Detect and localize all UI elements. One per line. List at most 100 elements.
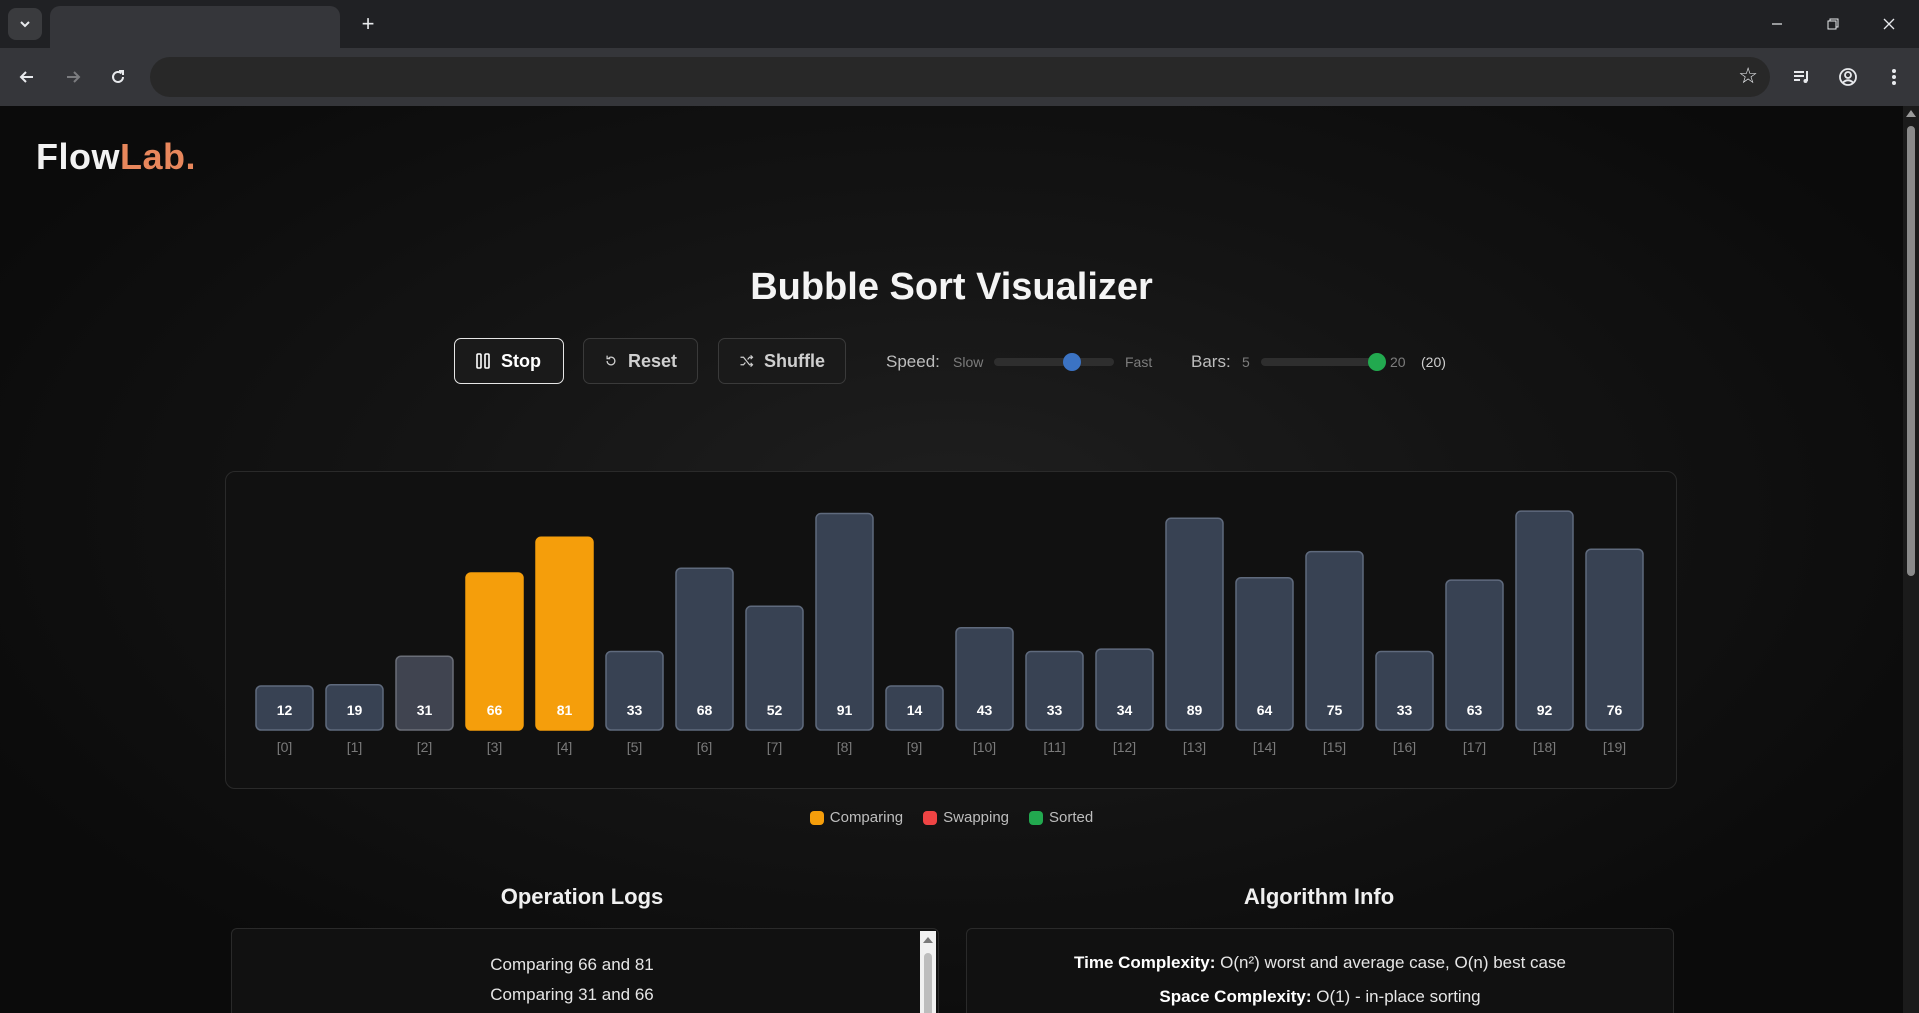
- logo[interactable]: FlowLab.: [36, 136, 196, 178]
- bar-value-label: 76: [1607, 702, 1623, 718]
- bar-index-label: [7]: [767, 739, 783, 755]
- bar-index-label: [17]: [1463, 739, 1486, 755]
- bar-8: [815, 512, 874, 731]
- space-complexity-label: Space Complexity:: [1159, 987, 1312, 1006]
- reload-button[interactable]: [100, 59, 136, 95]
- bar-index-label: [8]: [837, 739, 853, 755]
- speed-slider[interactable]: [994, 358, 1114, 366]
- bars-min-label: 5: [1242, 354, 1250, 370]
- active-tab[interactable]: [50, 6, 340, 48]
- bar-9: [885, 685, 944, 731]
- bars-slider[interactable]: [1261, 358, 1377, 366]
- bars-max-label: 20: [1390, 354, 1406, 370]
- bar-value-label: 68: [697, 702, 713, 718]
- speed-min-label: Slow: [953, 354, 984, 370]
- new-tab-button[interactable]: +: [361, 11, 375, 36]
- media-icon: [1794, 71, 1808, 83]
- bar-index-label: [6]: [697, 739, 713, 755]
- bar-index-label: [15]: [1323, 739, 1346, 755]
- bar-value-label: 91: [837, 702, 853, 718]
- legend-label-swapping: Swapping: [943, 809, 1010, 826]
- bar-value-label: 33: [1397, 702, 1413, 718]
- bar-index-label: [12]: [1113, 739, 1136, 755]
- bar-value-label: 52: [767, 702, 783, 718]
- browser-menu-button[interactable]: [1876, 59, 1912, 95]
- operation-logs-title: Operation Logs: [500, 884, 664, 909]
- bar-index-label: [2]: [417, 739, 433, 755]
- bar-index-label: [18]: [1533, 739, 1556, 755]
- profile-button[interactable]: [1830, 59, 1866, 95]
- bar-13: [1165, 517, 1224, 731]
- bar-11: [1025, 650, 1084, 731]
- bars-slider-thumb[interactable]: [1368, 353, 1386, 371]
- shuffle-label: Shuffle: [764, 350, 825, 371]
- profile-icon: [1839, 68, 1857, 86]
- legend-swatch-swapping: [923, 810, 938, 825]
- bar-index-label: [14]: [1253, 739, 1276, 755]
- log-line: Comparing 66 and 81: [490, 955, 654, 974]
- forward-button[interactable]: [55, 59, 91, 95]
- page-scrollbar[interactable]: [1903, 106, 1919, 1013]
- legend-swapping: Swapping: [923, 809, 1009, 826]
- bar-value-label: 81: [557, 702, 573, 718]
- scroll-up-arrow-icon[interactable]: [923, 937, 933, 943]
- bar-value-label: 34: [1117, 702, 1133, 718]
- bar-index-label: [10]: [973, 739, 996, 755]
- reset-icon: [606, 355, 616, 366]
- close-window-button[interactable]: [1872, 10, 1906, 38]
- scroll-up-arrow-icon[interactable]: [1906, 110, 1916, 117]
- stop-button[interactable]: Stop: [454, 338, 564, 384]
- minimize-button[interactable]: [1760, 10, 1794, 38]
- bar-index-label: [3]: [487, 739, 503, 755]
- bar-value-label: 19: [347, 702, 363, 718]
- bar-2: [395, 655, 454, 731]
- space-complexity-line: Space Complexity: O(1) - in-place sortin…: [967, 987, 1673, 1007]
- bar-index-label: [13]: [1183, 739, 1206, 755]
- bar-19: [1585, 548, 1644, 731]
- bar-value-label: 33: [1047, 702, 1063, 718]
- restore-icon: [1827, 18, 1839, 30]
- legend-swatch-comparing: [809, 810, 824, 825]
- bar-3: [465, 572, 524, 731]
- page-content: FlowLab. Bubble Sort Visualizer Stop Res…: [0, 106, 1903, 1013]
- bars-label: Bars:: [1191, 352, 1231, 371]
- page-title: Bubble Sort Visualizer: [750, 266, 1153, 308]
- bar-index-label: [9]: [907, 739, 923, 755]
- shuffle-button[interactable]: Shuffle: [718, 338, 846, 384]
- page-scroll-thumb[interactable]: [1907, 126, 1915, 576]
- bar-index-label: [4]: [557, 739, 573, 755]
- chart-legend: Comparing Swapping Sorted: [0, 809, 1903, 826]
- space-complexity-value: O(1) - in-place sorting: [1316, 987, 1481, 1006]
- reset-button[interactable]: Reset: [583, 338, 698, 384]
- bar-index-label: [5]: [627, 739, 643, 755]
- bar-14: [1235, 576, 1294, 731]
- restore-button[interactable]: [1816, 10, 1850, 38]
- back-button[interactable]: [9, 59, 45, 95]
- bar-index-label: [1]: [347, 739, 363, 755]
- shuffle-icon: [740, 354, 754, 368]
- bar-0: [255, 685, 314, 731]
- browser-tabstrip: +: [0, 0, 1919, 48]
- bar-chart: 12 [0] 19 [1] 31 [2] 66 [3] 81 [4] 33 [5] 68 [6] 52 [7]…: [225, 471, 1677, 789]
- stop-label: Stop: [501, 350, 541, 371]
- address-bar[interactable]: ☆: [150, 57, 1770, 97]
- bar-value-label: 75: [1327, 702, 1343, 718]
- speed-max-label: Fast: [1125, 354, 1153, 370]
- bookmark-star-icon[interactable]: ☆: [1738, 63, 1758, 88]
- logo-part-flow: Flow: [36, 136, 120, 177]
- speed-slider-thumb[interactable]: [1063, 353, 1081, 371]
- pause-icon: [476, 353, 490, 369]
- logs-scroll-thumb[interactable]: [924, 953, 932, 1013]
- logs-scrollbar[interactable]: [920, 931, 936, 1013]
- bar-index-label: [19]: [1603, 739, 1626, 755]
- bar-chart-svg: 12 [0] 19 [1] 31 [2] 66 [3] 81 [4] 33 [5] 68 [6] 52 [7]…: [255, 510, 1644, 755]
- bar-4: [535, 536, 594, 731]
- reload-icon: [112, 70, 124, 83]
- bar-index-label: [16]: [1393, 739, 1416, 755]
- tab-search-button[interactable]: [8, 8, 42, 40]
- legend-label-comparing: Comparing: [829, 809, 904, 826]
- operation-logs-panel[interactable]: Comparing 66 and 81 Comparing 31 and 66: [231, 928, 939, 1013]
- bar-7: [745, 605, 804, 731]
- bar-18: [1515, 510, 1574, 731]
- media-button[interactable]: [1784, 59, 1820, 95]
